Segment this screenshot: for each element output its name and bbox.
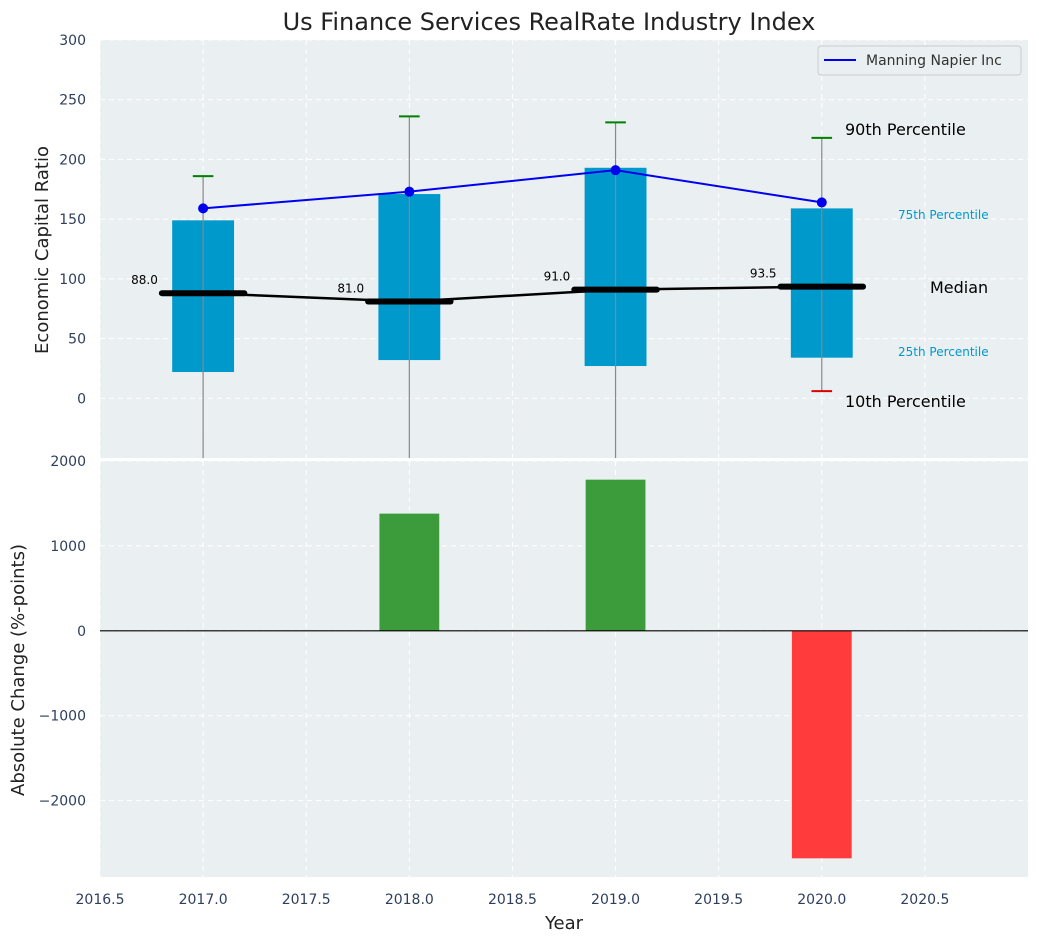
chart-title: Us Finance Services RealRate Industry In…: [283, 8, 816, 36]
change-bar: [791, 630, 852, 859]
p10-annotation: 10th Percentile: [845, 392, 966, 411]
x-tick-label: 2017.0: [179, 892, 228, 908]
x-tick-label: 2019.5: [694, 892, 743, 908]
median-trend-line: [203, 285, 822, 303]
x-tick-label: 2016.5: [76, 892, 125, 908]
top-y-axis-label: Economic Capital Ratio: [32, 146, 53, 354]
legend-label: Manning Napier Inc: [866, 53, 1002, 69]
x-axis-label: Year: [544, 913, 584, 934]
top-plot-area: [100, 40, 1028, 458]
legend: Manning Napier Inc: [817, 45, 1022, 76]
legend-box: [817, 45, 1022, 76]
p25-annotation: 25th Percentile: [898, 345, 989, 359]
top-y-tick-label: 150: [59, 212, 86, 228]
bottom-plot-area: [100, 461, 1028, 877]
median-value-label: 91.0: [544, 270, 571, 284]
x-tick-label: 2020.0: [797, 892, 846, 908]
series-point: [404, 186, 415, 197]
box-plot-layer: 88.0 81.0 91.0 93.5: [131, 115, 867, 458]
x-tick-label: 2020.5: [900, 892, 949, 908]
bottom-y-tick-label: −2000: [39, 794, 86, 810]
change-bar: [585, 479, 646, 631]
p90-annotation: 90th Percentile: [845, 120, 966, 139]
median-annotation: Median: [930, 278, 988, 297]
x-tick-label: 2019.0: [591, 892, 640, 908]
top-y-tick-label: 0: [77, 391, 86, 407]
bottom-y-tick-label: 2000: [50, 454, 86, 470]
top-y-tick-label: 250: [59, 93, 86, 109]
top-y-tick-label: 200: [59, 152, 86, 168]
change-bar: [379, 513, 440, 631]
median-value-label: 93.5: [750, 267, 777, 281]
bottom-y-tick-label: 1000: [50, 539, 86, 555]
bottom-y-tick-label: −1000: [39, 709, 86, 725]
change-bars-layer: [100, 479, 1028, 859]
x-tick-label: 2018.5: [488, 892, 537, 908]
percentile-annotations: 90th Percentile 75th Percentile Median 2…: [845, 120, 989, 411]
bottom-y-tick-label: 0: [77, 624, 86, 640]
series-point: [198, 203, 209, 214]
x-tick-label: 2018.0: [385, 892, 434, 908]
series-point: [610, 165, 621, 176]
series-line: [203, 169, 822, 210]
series-point: [816, 197, 827, 208]
top-y-tick-label: 300: [59, 33, 86, 49]
p75-annotation: 75th Percentile: [898, 208, 989, 222]
top-y-tick-label: 50: [68, 332, 86, 348]
tick-labels: 0 50 100 150 200 250 300 −2000 −1000 0 1000 2000 201…: [39, 33, 950, 908]
top-y-tick-label: 100: [59, 272, 86, 288]
bottom-y-axis-label: Absolute Change (%-points): [8, 544, 29, 796]
median-value-label: 81.0: [337, 282, 364, 296]
median-value-label: 88.0: [131, 273, 158, 287]
x-tick-label: 2017.5: [282, 892, 331, 908]
